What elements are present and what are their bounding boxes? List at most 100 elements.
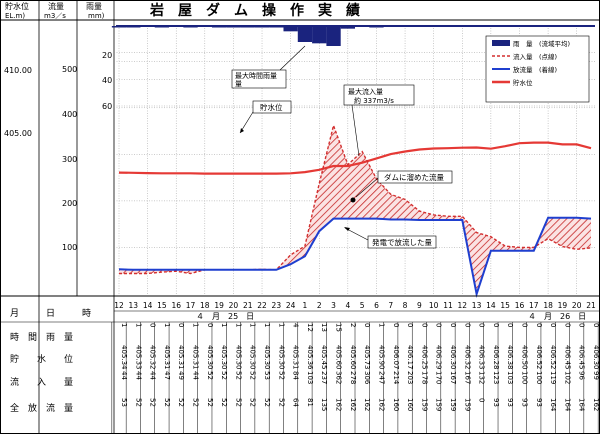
cell-inflow: 44 bbox=[192, 371, 200, 380]
cell-water_level: 405.30 bbox=[234, 345, 242, 370]
cell-inflow: 247 bbox=[377, 371, 385, 384]
annotation-stored-text: ダムに溜めた流量 bbox=[384, 172, 444, 182]
hour-tick-label: 12 bbox=[114, 301, 124, 310]
cell-water_level: 405.31 bbox=[163, 345, 171, 370]
hour-tick-label: 14 bbox=[143, 301, 153, 310]
legend-label-outflow: 放流量 (着線) bbox=[513, 65, 557, 74]
cell-inflow: 44 bbox=[120, 371, 128, 380]
cell-inflow: 362 bbox=[335, 371, 343, 384]
cell-inflow: 52 bbox=[220, 371, 228, 380]
rain-bar bbox=[297, 26, 313, 42]
col1-title: 貯水位 bbox=[5, 1, 29, 11]
cell-water_level: 406.52 bbox=[549, 345, 557, 370]
cell-water_level: 406.32 bbox=[463, 345, 471, 370]
inflow-line bbox=[119, 123, 592, 275]
cell-outflow: 164 bbox=[578, 398, 586, 412]
cell-outflow: 52 bbox=[220, 398, 228, 407]
hour-axis: 12 13 14 15 16 17 18 19 20 21 22 23 24 1 2 3 4 5 6 7 8 9 10 11 1… bbox=[114, 301, 596, 310]
cell-water_level: 406.52 bbox=[535, 345, 543, 370]
cell-outflow: 52 bbox=[234, 398, 242, 407]
cell-rain: 1 bbox=[120, 323, 128, 327]
cell-rain: 1 bbox=[377, 323, 385, 327]
flow-tick-300: 300 bbox=[62, 155, 77, 164]
cell-outflow: 81 bbox=[306, 398, 314, 407]
cell-rain: 0 bbox=[506, 323, 514, 327]
rain-bar bbox=[283, 26, 298, 32]
cell-rain: 0 bbox=[449, 323, 457, 327]
legend-label-inflow: 流入量 (点線) bbox=[513, 52, 557, 61]
cell-inflow: 96 bbox=[578, 371, 586, 380]
cell-rain: 1 bbox=[234, 323, 242, 327]
cell-water_level: 405.60 bbox=[349, 345, 357, 370]
cell-rain: 1 bbox=[134, 323, 142, 327]
cell-rain: 0 bbox=[492, 323, 500, 327]
rain-bar bbox=[154, 26, 170, 28]
cell-inflow: 53 bbox=[263, 371, 271, 380]
cell-water_level: 405.31 bbox=[292, 345, 300, 370]
cell-inflow: 178 bbox=[420, 371, 428, 384]
hour-tick-label: 6 bbox=[374, 301, 379, 310]
hour-tick-label: 7 bbox=[388, 301, 393, 310]
cell-rain: 1 bbox=[163, 323, 171, 327]
cell-water_level: 405.32 bbox=[149, 345, 157, 370]
cell-rain: 13 bbox=[320, 323, 328, 332]
hour-tick-label: 17 bbox=[529, 301, 539, 310]
cell-outflow: 93 bbox=[492, 398, 500, 407]
hour-tick-label: 16 bbox=[171, 301, 181, 310]
rain-bar bbox=[240, 26, 255, 28]
annotation-max-inflow-1: 最大流入量 bbox=[348, 87, 383, 96]
annotation-released: 発電で放流した量 bbox=[344, 227, 437, 249]
hour-tick-label: 11 bbox=[443, 301, 453, 310]
row-label-hour: 月 日 時 bbox=[10, 308, 91, 319]
cell-water_level: 406.17 bbox=[406, 345, 414, 370]
cell-outflow: 162 bbox=[363, 398, 371, 411]
cell-water_level: 406.30 bbox=[592, 345, 600, 370]
hour-tick-label: 19 bbox=[214, 301, 224, 310]
legend: 雨 量 (流域平均) 流入量 (点線) 放流量 (着線) 貯水位 bbox=[485, 35, 590, 103]
cell-inflow: 167 bbox=[449, 371, 457, 384]
hour-tick-label: 24 bbox=[286, 301, 296, 310]
cell-inflow: 167 bbox=[463, 371, 471, 384]
rain-bar bbox=[254, 26, 270, 28]
cell-inflow: 100 bbox=[535, 371, 543, 384]
rain-bar bbox=[211, 26, 227, 28]
cell-outflow: 52 bbox=[206, 398, 214, 407]
rain-tick-60: 60 bbox=[102, 102, 112, 111]
rain-tick-20: 20 bbox=[102, 51, 112, 60]
cell-inflow: 214 bbox=[392, 371, 400, 385]
legend-label-level: 貯水位 bbox=[513, 78, 533, 87]
cell-outflow: 52 bbox=[249, 398, 257, 407]
cell-outflow: 159 bbox=[463, 398, 471, 411]
flow-tick-400: 400 bbox=[62, 110, 77, 119]
cell-rain: 0 bbox=[406, 323, 414, 327]
cell-water_level: 405.36 bbox=[306, 345, 314, 370]
cell-outflow: 159 bbox=[435, 398, 443, 411]
rain-bar bbox=[326, 26, 341, 46]
legend-swatch-rain bbox=[492, 40, 510, 46]
cell-rain: 1 bbox=[263, 323, 271, 327]
cell-inflow: 52 bbox=[234, 371, 242, 380]
row-label-outflow: 全 放 流 量 bbox=[10, 402, 73, 414]
cell-rain: 0 bbox=[463, 323, 471, 327]
col1-unit: EL.m) bbox=[5, 12, 25, 20]
hour-tick-label: 15 bbox=[500, 301, 510, 310]
cell-water_level: 405.30 bbox=[263, 345, 271, 370]
cell-rain: 0 bbox=[563, 323, 571, 327]
rain-bar bbox=[340, 26, 355, 29]
cell-rain: 4 bbox=[292, 323, 300, 328]
cell-outflow: 52 bbox=[134, 398, 142, 407]
cell-outflow: 52 bbox=[177, 398, 185, 407]
cell-inflow: 103 bbox=[506, 371, 514, 384]
cell-outflow: 52 bbox=[263, 398, 271, 407]
cell-rain: 1 bbox=[249, 323, 257, 327]
hour-tick-label: 5 bbox=[360, 301, 365, 310]
cell-water_level: 405.31 bbox=[177, 345, 185, 370]
hour-tick-label: 21 bbox=[243, 301, 253, 310]
cell-rain: 0 bbox=[149, 323, 157, 327]
hour-tick-label: 17 bbox=[186, 301, 196, 310]
hour-tick-label: 8 bbox=[403, 301, 408, 310]
row-label-level: 貯 水 位 bbox=[10, 353, 73, 365]
cell-water_level: 405.73 bbox=[363, 345, 371, 370]
date-label-26: ４ 月 26 日 bbox=[528, 312, 586, 321]
